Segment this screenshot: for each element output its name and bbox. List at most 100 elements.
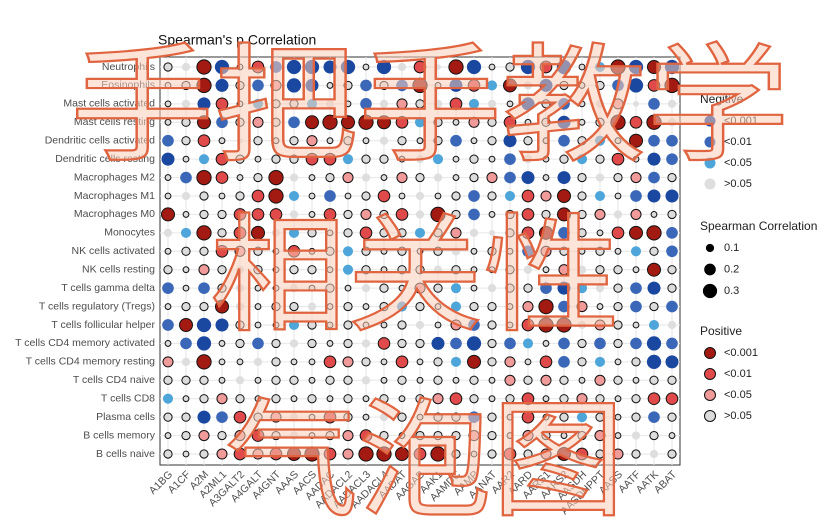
bubble [647,79,661,92]
bubble [397,412,407,422]
bubble [523,375,533,385]
bubble [218,340,226,347]
bubble [611,152,625,166]
bubble [397,136,407,146]
bubble [630,246,642,257]
bubble [360,79,372,92]
bubble [376,446,392,462]
bubble [343,228,353,238]
bubble [196,225,212,241]
bubble [162,134,174,147]
bubble [505,394,515,404]
bubble [377,115,391,130]
bubble [468,190,480,202]
bubble [235,376,245,385]
bubble [487,191,497,201]
bubble [506,247,514,255]
bubble [557,447,571,461]
bubble [181,412,191,422]
bubble [253,246,263,256]
bubble [469,301,479,312]
bubble [376,59,392,75]
bubble [647,392,661,406]
bubble [290,395,298,403]
bubble [578,82,586,89]
bubble [415,155,425,164]
y-tick-label: T cells CD4 memory activated [15,337,155,349]
bubble [540,190,552,202]
bubble [487,430,497,441]
bubble [289,154,299,164]
bubble [594,319,606,331]
legend-swatch [704,368,716,380]
bubble [558,98,570,110]
bubble [415,265,425,275]
bubble [466,336,482,351]
bubble [304,59,320,75]
bubble [558,337,570,350]
bubble [632,266,640,274]
bubble [628,59,644,75]
bubble [289,431,299,440]
bubble [271,117,281,127]
bubble [666,134,678,147]
bubble [235,320,245,330]
bubble [163,228,173,237]
y-tick-label: B cells memory [83,429,156,441]
bubble [433,99,443,108]
bubble [379,283,389,293]
bubble [487,136,497,146]
bubble [578,63,586,71]
bubble [395,115,409,129]
bubble [380,358,388,366]
bubble [558,356,570,368]
bubble [541,99,551,109]
bubble [235,394,245,404]
y-tick-label: T cells CD4 memory resting [26,356,155,368]
bubble [488,63,496,71]
bubble [379,413,389,422]
bubble [577,320,587,330]
bubble [648,319,660,331]
bubble [180,171,192,184]
bubble [412,77,428,94]
legend-label: <0.01 [724,368,752,380]
bubble [451,191,461,201]
legend-label: 0.1 [724,242,739,254]
bubble [432,393,444,405]
bubble [630,300,642,313]
bubble [433,117,443,127]
bubble [199,394,209,404]
bubble [433,430,443,441]
bubble [289,173,299,182]
bubble [269,447,283,461]
y-tick-label: Eosinophils [101,79,155,91]
bubble [361,191,371,201]
bubble [362,303,370,310]
bubble [217,265,227,275]
bubble [434,192,442,200]
bubble [414,117,426,128]
bubble [325,246,335,256]
bubble [487,117,497,127]
bubble [324,190,336,202]
bubble [647,281,661,295]
bubble [595,154,605,164]
bubble [470,450,478,458]
bubble [396,172,408,184]
y-tick-label: Plasma cells [96,411,155,423]
bubble [430,206,446,223]
bubble [487,449,497,459]
bubble [361,265,371,275]
bubble [522,301,534,313]
bubble [415,338,425,349]
y-tick-label: B cells naive [96,448,155,460]
bubble [161,207,175,222]
bubble [577,191,587,201]
bubble [181,430,191,441]
bubble [286,59,302,75]
bubble [647,60,661,74]
bubble [308,432,316,439]
bubble [343,209,353,220]
bubble [613,320,623,330]
